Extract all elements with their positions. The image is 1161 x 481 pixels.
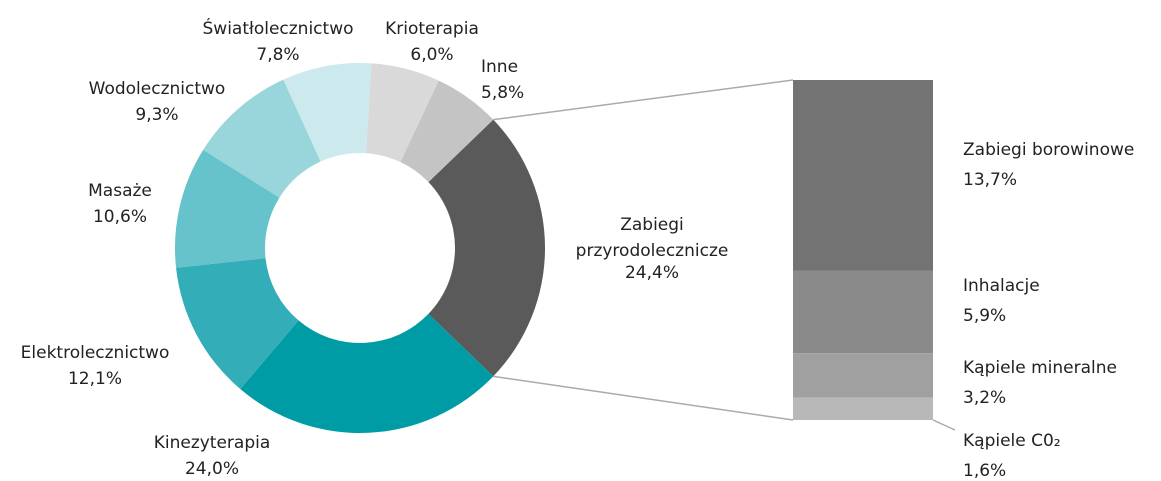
bar-name: Kąpiele C0₂ xyxy=(963,431,1061,451)
donut-slice xyxy=(428,119,545,377)
donut-slice xyxy=(365,63,439,163)
slice-name: Światłolecznictwo xyxy=(202,19,354,39)
slice-value: 24,4% xyxy=(624,263,680,283)
slice-name: Krioterapia xyxy=(385,19,479,39)
connector xyxy=(493,79,794,121)
bar-name: Kąpiele mineralne xyxy=(963,358,1118,379)
donut-slice xyxy=(175,149,280,268)
donut-slice xyxy=(203,79,321,198)
donut-slice xyxy=(400,80,494,183)
bar-value: 13,7% xyxy=(963,170,1018,191)
bar-segment xyxy=(793,270,933,354)
donut-slice xyxy=(176,258,299,390)
slice-value: 6,0% xyxy=(410,45,454,65)
slice-value: 10,6% xyxy=(92,207,148,227)
donut-slice xyxy=(283,63,372,162)
slice-value: 9,3% xyxy=(135,105,179,125)
slice-name: Elektrolecznictwo xyxy=(20,343,170,363)
donut-slice xyxy=(240,313,494,434)
bar-segment xyxy=(793,353,933,398)
slice-name: Kinezyterapia xyxy=(153,433,271,453)
slice-value: 24,0% xyxy=(184,459,240,479)
slice-name: Masaże xyxy=(88,181,152,201)
slice-value: 12,1% xyxy=(67,369,123,389)
bar-value: 1,6% xyxy=(963,461,1007,481)
slice-name: Inne xyxy=(481,57,519,77)
bar-name: Zabiegi borowinowe xyxy=(963,140,1135,161)
bar-value: 5,9% xyxy=(963,305,1007,326)
bar-segment xyxy=(793,397,933,420)
slice-value: 7,8% xyxy=(256,45,300,65)
connector xyxy=(493,375,794,421)
slice-value: 5,8% xyxy=(481,83,525,103)
leader-line xyxy=(932,419,956,431)
slice-name: Wodolecznictwo xyxy=(88,79,226,99)
slice-name: Zabiegi przyrodolecznicze xyxy=(575,215,729,261)
bar-value: 3,2% xyxy=(963,388,1007,409)
bar-name: Inhalacje xyxy=(963,275,1040,296)
bar-segment xyxy=(793,80,933,271)
